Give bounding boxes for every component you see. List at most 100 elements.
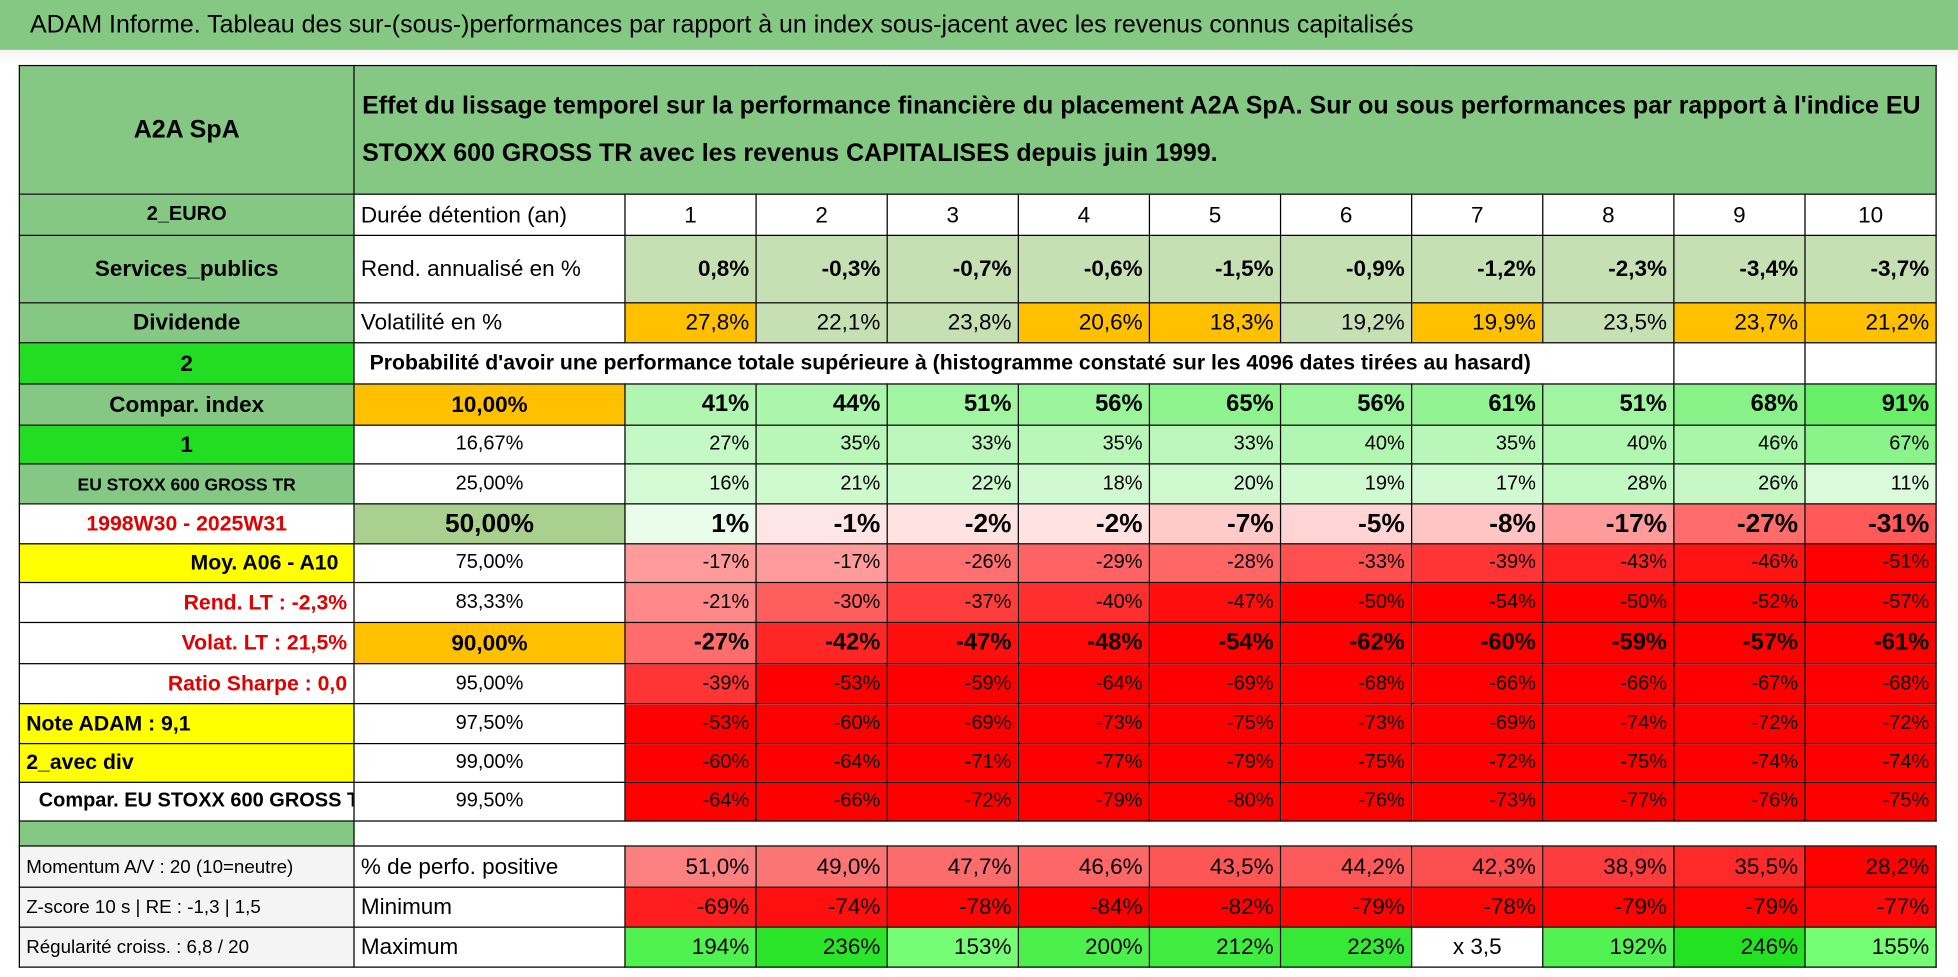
quantile-value: 16% xyxy=(624,463,757,505)
year-header: 7 xyxy=(1411,193,1544,237)
quantile-label: 95,00% xyxy=(353,663,626,705)
description: Effet du lissage temporel sur la perform… xyxy=(353,64,1937,195)
quantile-label: 75,00% xyxy=(353,543,626,584)
volatility-value: 27,8% xyxy=(624,302,757,344)
quantile-value: -1% xyxy=(755,503,888,545)
stats-value: 28,2% xyxy=(1804,845,1937,888)
quantile-value: 51% xyxy=(886,383,1019,426)
quantile-value: -29% xyxy=(1017,543,1151,584)
quantile-value: -42% xyxy=(755,621,888,665)
quantile-value: -60% xyxy=(624,742,757,783)
quantile-value: -73% xyxy=(1017,703,1151,745)
gap-cell xyxy=(18,820,355,847)
quantile-value: -17% xyxy=(624,543,757,584)
quantile-value: -68% xyxy=(1804,663,1937,705)
quantile-value: -17% xyxy=(755,543,888,584)
asset-name: A2A SpA xyxy=(18,64,355,195)
quantile-value: -75% xyxy=(1542,742,1675,783)
quantile-value: -26% xyxy=(886,543,1019,584)
stats-value: 192% xyxy=(1542,926,1675,968)
quantile-value: -33% xyxy=(1279,543,1413,584)
quantile-value: -66% xyxy=(755,781,888,822)
volatility-value: 21,2% xyxy=(1804,302,1937,344)
quantile-value: -59% xyxy=(886,663,1019,705)
quantile-value: -64% xyxy=(1017,663,1151,705)
quantile-value: -75% xyxy=(1279,742,1413,783)
quantile-value: -74% xyxy=(1804,742,1937,783)
quantile-value: -66% xyxy=(1411,663,1544,705)
quantile-value: 17% xyxy=(1411,463,1544,505)
quantile-value: -76% xyxy=(1673,781,1806,822)
quantile-value: -5% xyxy=(1279,503,1413,545)
quantile-row: Ratio Sharpe : 0,0 95,00% -39% -53% -59% -64%… xyxy=(18,663,1937,705)
quantile-value: -51% xyxy=(1804,543,1937,584)
quantile-value: -68% xyxy=(1279,663,1413,705)
quantile-value: -17% xyxy=(1542,503,1675,545)
side-label: Dividende xyxy=(18,302,355,344)
quantile-value: 1% xyxy=(624,503,757,545)
stats-value: x 3,5 xyxy=(1411,926,1544,968)
quantile-value: -67% xyxy=(1673,663,1806,705)
quantile-label: 90,00% xyxy=(353,621,626,665)
stats-value: -74% xyxy=(755,886,888,928)
quantile-row: Compar. index 10,00% 41% 44% 51% 56% 65% 56% 61%… xyxy=(18,383,1937,426)
table-body: A2A SpA Effet du lissage temporel sur la … xyxy=(18,64,1937,968)
return-value: -2,3% xyxy=(1542,234,1675,304)
side-label: Régularité croiss. : 6,8 / 20 xyxy=(18,926,355,968)
quantile-value: 35% xyxy=(755,424,888,465)
stats-value: 212% xyxy=(1148,926,1282,968)
quantile-value: 20% xyxy=(1148,463,1282,505)
quantile-value: -54% xyxy=(1411,581,1544,624)
quantile-value: -71% xyxy=(886,742,1019,783)
stats-value: -79% xyxy=(1542,886,1675,928)
probability-row: 2 Probabilité d'avoir une performance tot… xyxy=(18,342,1937,385)
quantile-value: -57% xyxy=(1804,581,1937,624)
quantile-value: -74% xyxy=(1673,742,1806,783)
quantile-value: -27% xyxy=(1673,503,1806,545)
separator xyxy=(0,49,1958,63)
stats-value: -78% xyxy=(886,886,1019,928)
row-label: Probabilité d'avoir une performance tota… xyxy=(353,342,1675,385)
stats-value: -82% xyxy=(1148,886,1282,928)
quantile-row: Rend. LT : -2,3% 83,33% -21% -30% -37% -40% -4… xyxy=(18,581,1937,624)
quantile-value: -75% xyxy=(1148,703,1282,745)
volatility-value: 19,2% xyxy=(1279,302,1413,344)
quantile-label: 16,67% xyxy=(353,424,626,465)
return-value: -3,4% xyxy=(1673,234,1806,304)
year-header: 4 xyxy=(1017,193,1151,237)
side-label: EU STOXX 600 GROSS TR xyxy=(18,463,355,505)
row-label: Maximum xyxy=(353,926,626,968)
row-label: Durée détention (an) xyxy=(353,193,626,237)
stats-value: -78% xyxy=(1411,886,1544,928)
quantile-value: 40% xyxy=(1542,424,1675,465)
empty-cell xyxy=(1673,342,1806,385)
quantile-value: -72% xyxy=(886,781,1019,822)
volatility-row: Dividende Volatilité en % 27,8% 22,1% 23,8% 2… xyxy=(18,302,1937,344)
quantile-value: -73% xyxy=(1411,781,1544,822)
quantile-value: -21% xyxy=(624,581,757,624)
volatility-value: 18,3% xyxy=(1148,302,1282,344)
return-value: -3,7% xyxy=(1804,234,1937,304)
side-label: Momentum A/V : 20 (10=neutre) xyxy=(18,845,355,888)
quantile-row: 1 16,67% 27% 35% 33% 35% 33% 40% 35% 40% 46% 67% xyxy=(18,424,1937,465)
quantile-value: -31% xyxy=(1804,503,1937,545)
row-label: Volatilité en % xyxy=(353,302,626,344)
volatility-value: 22,1% xyxy=(755,302,888,344)
quantile-value: -74% xyxy=(1542,703,1675,745)
quantile-label: 83,33% xyxy=(353,581,626,624)
stats-value: 42,3% xyxy=(1411,845,1544,888)
quantile-value: 41% xyxy=(624,383,757,426)
volatility-value: 23,7% xyxy=(1673,302,1806,344)
quantile-value: 26% xyxy=(1673,463,1806,505)
quantile-label: 50,00% xyxy=(353,503,626,545)
quantile-value: 44% xyxy=(755,383,888,426)
quantile-value: 11% xyxy=(1804,463,1937,505)
side-label: 2_EURO xyxy=(18,193,355,237)
quantile-value: -2% xyxy=(886,503,1019,545)
stats-value: -79% xyxy=(1279,886,1413,928)
quantile-value: -46% xyxy=(1673,543,1806,584)
stats-value: 47,7% xyxy=(886,845,1019,888)
quantile-value: -77% xyxy=(1542,781,1675,822)
quantile-value: -69% xyxy=(1148,663,1282,705)
